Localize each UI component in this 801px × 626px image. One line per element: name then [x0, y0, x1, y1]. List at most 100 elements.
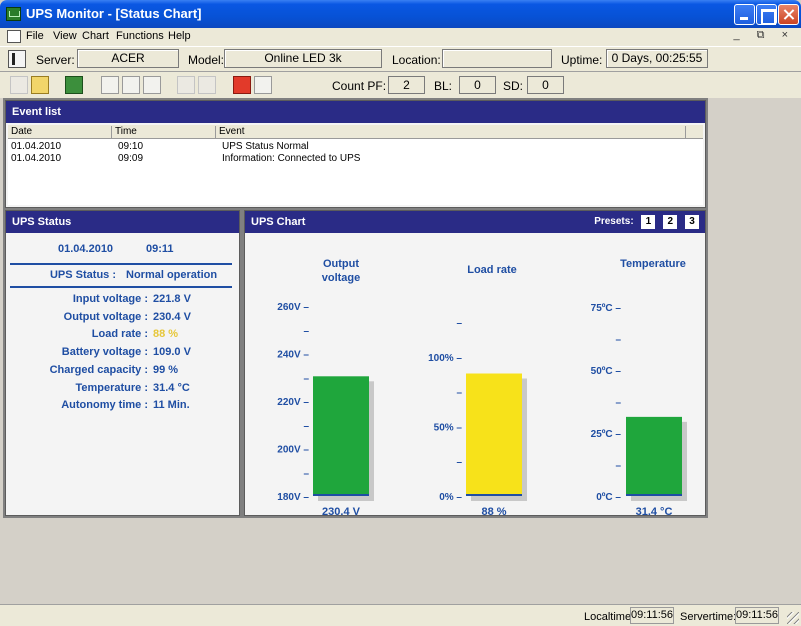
ups-status-label: UPS Status : — [49, 269, 116, 281]
menu-help[interactable]: Help — [168, 30, 191, 42]
autonomy-time-value: 11 Min. — [153, 399, 190, 411]
menu-chart[interactable]: Chart — [82, 30, 109, 42]
temperature-label: Temperature : — [75, 382, 148, 394]
localtime-field: 09:11:56 — [630, 607, 674, 624]
chart-bar — [313, 376, 369, 496]
chart-tick-label: – — [456, 318, 462, 329]
chart-tick-label: – — [456, 457, 462, 468]
event-time: 09:09 — [118, 153, 144, 164]
ups-monitor-app-icon[interactable] — [6, 7, 21, 21]
chart-title: Output — [323, 258, 359, 270]
chart-baseline — [466, 494, 522, 496]
status-time: 09:11 — [146, 243, 174, 255]
chart-tick-label: 50% – — [434, 422, 463, 433]
preset-1-button[interactable]: 1 — [641, 215, 656, 229]
load-rate-label: Load rate : — [91, 328, 148, 340]
server-icon[interactable] — [8, 50, 26, 68]
server-label: Server: — [36, 53, 75, 67]
event-text: Information: Connected to UPS — [222, 153, 361, 164]
chart-bar — [466, 373, 522, 496]
model-field[interactable]: Online LED 3k — [224, 49, 382, 68]
view-grid-icon[interactable] — [143, 76, 161, 94]
presets-group: Presets: 1 2 3 — [594, 215, 699, 229]
status-divider — [10, 286, 232, 288]
chart-baseline — [313, 494, 369, 496]
uptime-field[interactable]: 0 Days, 00:25:55 — [606, 49, 708, 68]
event-time: 09:10 — [118, 141, 144, 152]
preset-2-button[interactable]: 2 — [663, 215, 678, 229]
servertime-field: 09:11:56 — [735, 607, 779, 624]
presets-label: Presets: — [594, 216, 634, 227]
maximize-button[interactable] — [756, 4, 777, 25]
bl-label: BL: — [434, 79, 453, 93]
input-voltage-label: Input voltage : — [72, 293, 148, 305]
menu-functions[interactable]: Functions — [116, 30, 164, 42]
ups-chart-title: UPS Chart — [251, 216, 306, 228]
preset-3-button[interactable]: 3 — [685, 215, 699, 229]
resize-grip[interactable] — [787, 612, 799, 624]
chart-tick-label: 0% – — [439, 492, 462, 503]
column-date[interactable]: Date — [8, 126, 112, 138]
ups-chart-panel: UPS Chart Presets: 1 2 3 Output voltage 18… — [244, 210, 706, 516]
minimize-button[interactable] — [734, 4, 755, 25]
chart-title: Temperature — [620, 258, 686, 270]
chart-tick-label: 25ºC – — [591, 429, 622, 440]
status-date: 01.04.2010 — [58, 243, 114, 255]
uptime-label: Uptime: — [561, 53, 603, 67]
event-list-header: Event list — [6, 101, 705, 123]
column-time[interactable]: Time — [112, 126, 216, 138]
chart-baseline — [626, 494, 682, 496]
temperature-row: Temperature : 31.4 °C — [6, 382, 238, 398]
charged-capacity-row: Charged capacity : 99 % — [6, 364, 238, 380]
chart-tick-label: – — [303, 421, 309, 432]
chart-tick-label: – — [303, 468, 309, 479]
location-field[interactable] — [442, 49, 552, 68]
tools-icon[interactable] — [177, 76, 195, 94]
chart-value-label: 230.4 V — [322, 506, 361, 515]
menu-view[interactable]: View — [53, 30, 77, 42]
open-folder-icon[interactable] — [10, 76, 28, 94]
chart-tick-label: – — [303, 326, 309, 337]
chart-value-label: 31.4 °C — [636, 506, 673, 515]
model-label: Model: — [188, 53, 225, 67]
connect-icon[interactable] — [65, 76, 83, 94]
mdi-window-controls[interactable]: _ ⧉ × — [733, 29, 795, 41]
column-event[interactable]: Event — [216, 126, 686, 138]
chart-bar — [626, 416, 682, 496]
event-row[interactable]: 01.04.2010 09:09 Information: Connected … — [8, 153, 703, 165]
chart-title: Load rate — [467, 264, 517, 276]
chart-tick-label: 50ºC – — [591, 366, 622, 377]
event-list-body[interactable]: 01.04.2010 09:10 UPS Status Normal 01.04… — [8, 139, 703, 205]
ups-status-row: UPS Status : Normal operation — [6, 269, 238, 285]
chart-tick-label: 260V – — [277, 302, 309, 313]
open-file-icon[interactable] — [31, 76, 49, 94]
chart-tick-label: – — [615, 398, 621, 409]
view-list-icon[interactable] — [101, 76, 119, 94]
document-icon[interactable] — [7, 30, 21, 43]
title-bar[interactable]: UPS Monitor - [Status Chart] — [0, 0, 801, 28]
settings-icon[interactable] — [198, 76, 216, 94]
view-chart-icon[interactable] — [122, 76, 140, 94]
ups-status-header: UPS Status — [6, 211, 239, 233]
server-field[interactable]: ACER — [77, 49, 179, 68]
count-pf-label: Count PF: — [332, 79, 387, 93]
event-text: UPS Status Normal — [222, 141, 309, 152]
shutdown-icon[interactable] — [233, 76, 251, 94]
chart-tick-label: 220V – — [277, 397, 309, 408]
input-voltage-value: 221.8 V — [153, 293, 191, 305]
status-divider — [10, 263, 232, 265]
toolbar: Count PF: 2 BL: 0 SD: 0 — [0, 72, 801, 98]
event-row[interactable]: 01.04.2010 09:10 UPS Status Normal — [8, 141, 703, 153]
event-date: 01.04.2010 — [11, 141, 62, 152]
chart-tick-label: 240V – — [277, 350, 309, 361]
event-date: 01.04.2010 — [11, 153, 62, 164]
localtime-label: Localtime: — [584, 611, 635, 623]
event-list-panel: Event list Date Time Event 01.04.2010 09… — [5, 100, 706, 208]
output-voltage-label: Output voltage : — [63, 311, 148, 323]
chart-tick-label: – — [615, 461, 621, 472]
test-icon[interactable] — [254, 76, 272, 94]
close-button[interactable] — [778, 4, 799, 25]
menu-file[interactable]: File — [26, 30, 44, 42]
charged-capacity-label: Charged capacity : — [49, 364, 148, 376]
sd-field: 0 — [527, 76, 564, 94]
